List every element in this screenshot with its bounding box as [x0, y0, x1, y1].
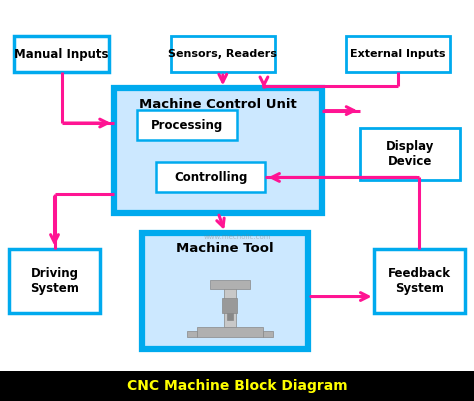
FancyBboxPatch shape — [227, 313, 233, 320]
FancyBboxPatch shape — [346, 36, 450, 72]
Text: Feedback
System: Feedback System — [388, 267, 451, 295]
FancyBboxPatch shape — [222, 298, 237, 313]
Text: Display
Device: Display Device — [386, 140, 434, 168]
FancyBboxPatch shape — [156, 162, 265, 192]
Text: External Inputs: External Inputs — [350, 49, 446, 59]
Text: www.mecholic.com: www.mecholic.com — [203, 234, 271, 239]
FancyBboxPatch shape — [14, 36, 109, 72]
Text: CNC Machine Block Diagram: CNC Machine Block Diagram — [127, 379, 347, 393]
FancyBboxPatch shape — [142, 233, 308, 349]
Text: Machine Control Unit: Machine Control Unit — [139, 98, 297, 111]
FancyBboxPatch shape — [263, 331, 273, 337]
FancyBboxPatch shape — [210, 280, 250, 289]
Text: Sensors, Readers: Sensors, Readers — [168, 49, 277, 59]
Text: Driving
System: Driving System — [30, 267, 79, 295]
FancyBboxPatch shape — [114, 88, 322, 213]
FancyBboxPatch shape — [0, 371, 474, 401]
Text: Processing: Processing — [151, 119, 223, 132]
FancyBboxPatch shape — [197, 327, 263, 337]
FancyBboxPatch shape — [9, 249, 100, 313]
FancyBboxPatch shape — [137, 110, 237, 140]
FancyBboxPatch shape — [187, 331, 197, 337]
Text: Machine Tool: Machine Tool — [176, 242, 274, 255]
Text: Controlling: Controlling — [174, 171, 247, 184]
FancyBboxPatch shape — [224, 287, 236, 327]
FancyBboxPatch shape — [374, 249, 465, 313]
FancyBboxPatch shape — [360, 128, 460, 180]
Text: Manual Inputs: Manual Inputs — [14, 48, 109, 61]
FancyBboxPatch shape — [171, 36, 275, 72]
